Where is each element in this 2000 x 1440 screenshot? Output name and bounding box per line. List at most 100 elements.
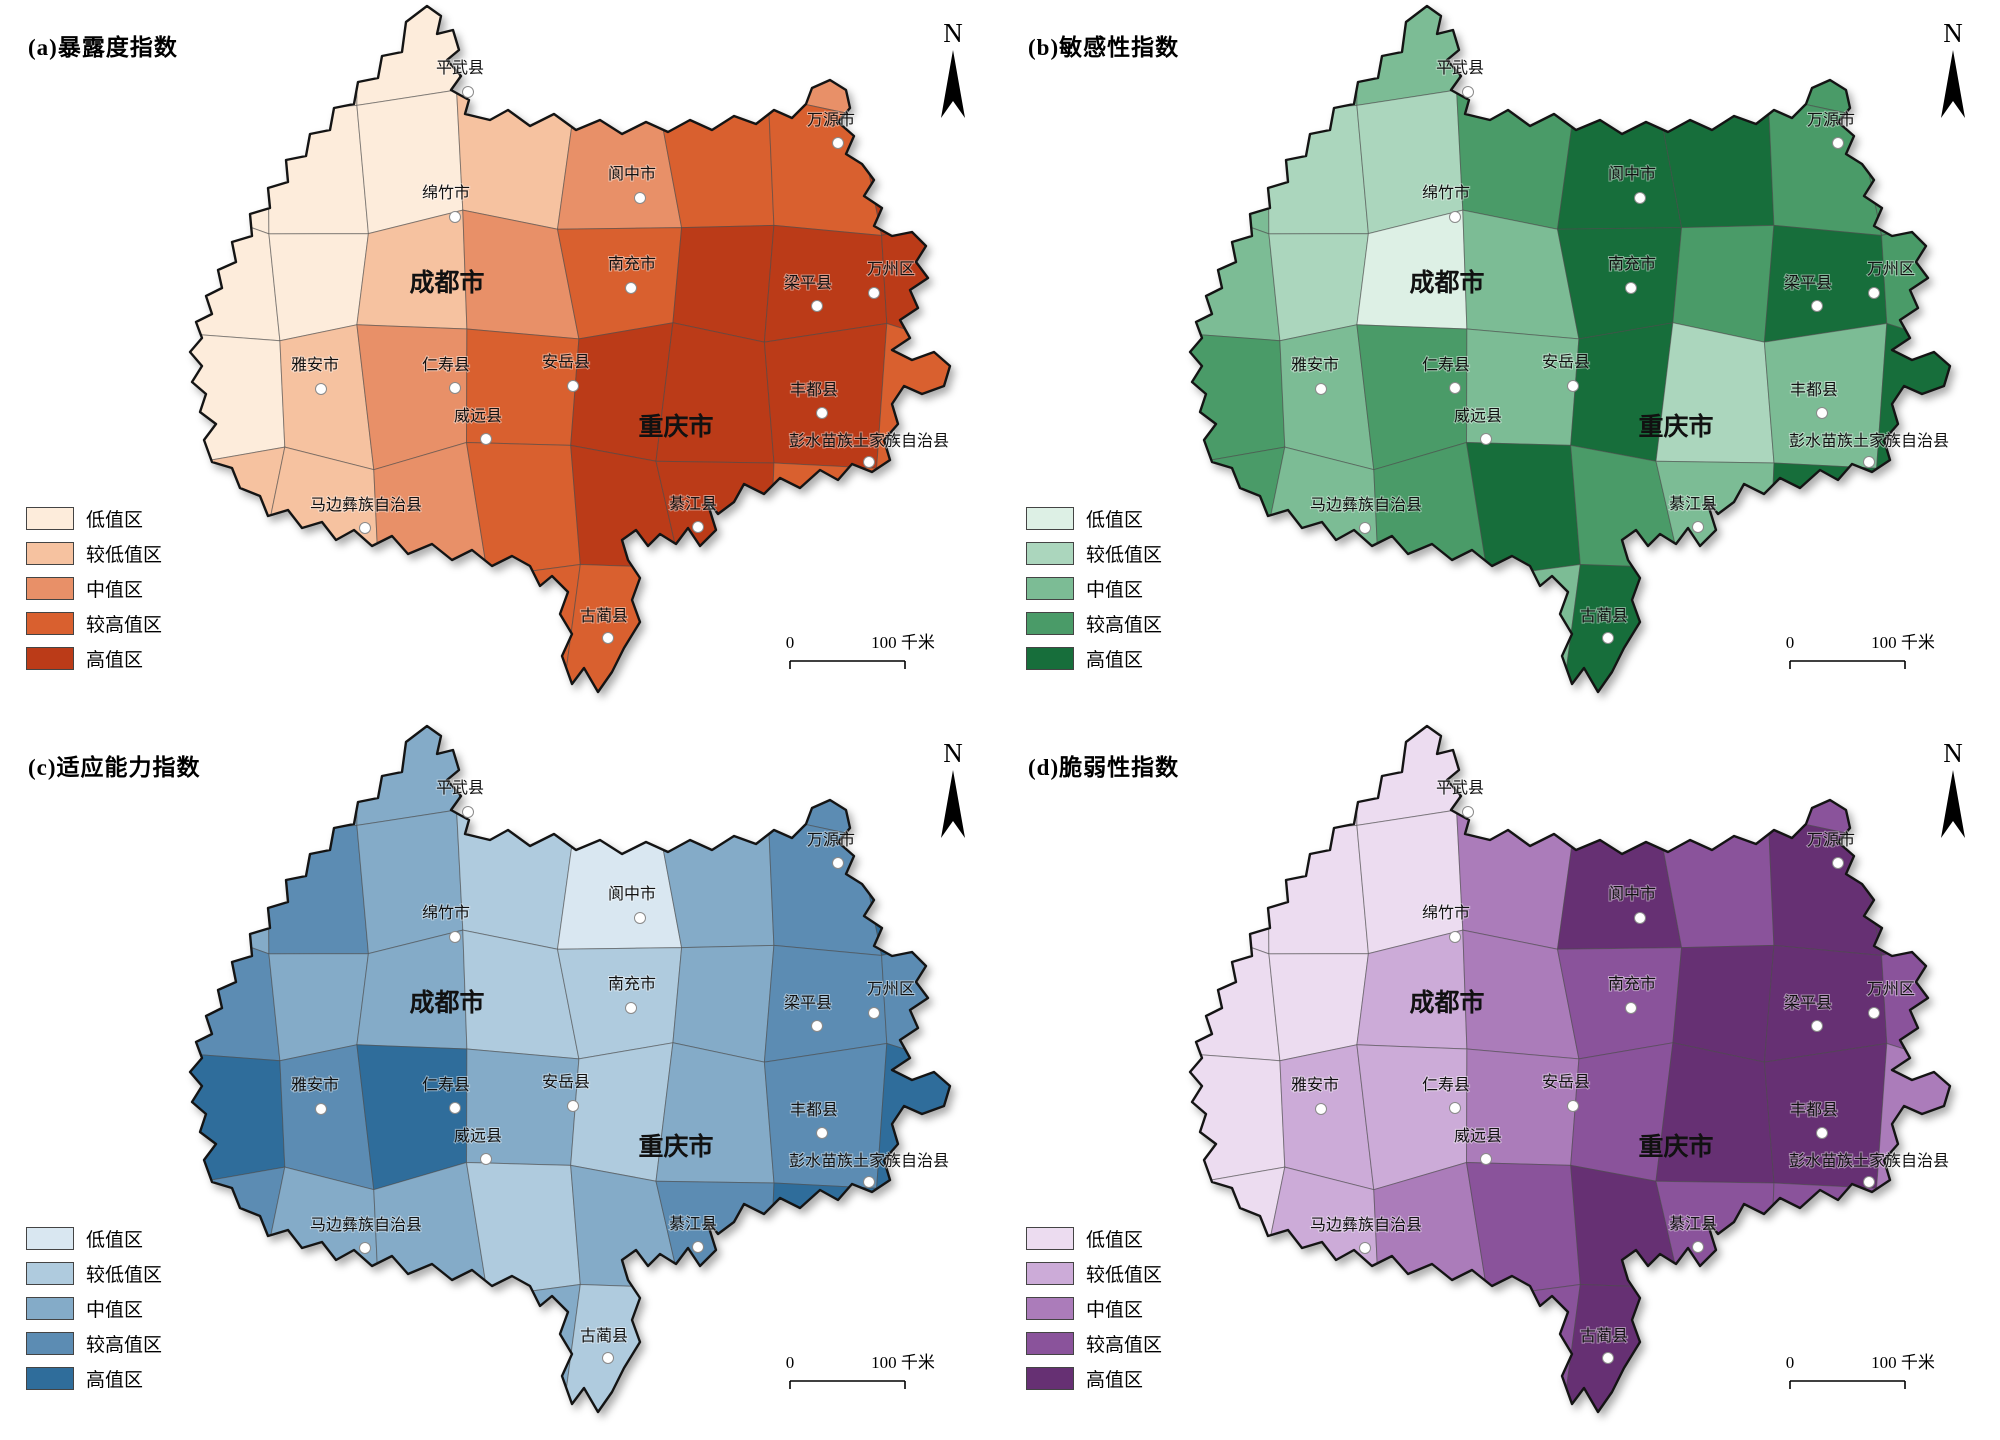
county-cell xyxy=(1758,577,1884,692)
map-legend: 低值区较低值区中值区较高值区高值区 xyxy=(26,505,162,672)
north-arrow: N xyxy=(1941,738,1965,838)
city-dot xyxy=(315,1103,327,1115)
legend-label: 中值区 xyxy=(86,580,144,601)
county-cell xyxy=(574,6,660,109)
city-label: 平武县 xyxy=(436,59,484,77)
city-label: 成都市 xyxy=(1409,268,1484,297)
city-dot xyxy=(1634,912,1646,924)
city-label: 万源市 xyxy=(1807,111,1855,129)
north-arrow: N xyxy=(1941,18,1965,118)
city-dot xyxy=(1863,1176,1875,1188)
county-cell xyxy=(563,563,682,692)
county-cell xyxy=(190,109,270,235)
county-cell xyxy=(656,6,776,109)
county-cell xyxy=(1377,570,1489,692)
city-dot xyxy=(1832,857,1844,869)
city-dot xyxy=(462,806,474,818)
county-cell xyxy=(1672,944,1775,1063)
city-label: 万州区 xyxy=(1867,981,1915,998)
city-label: 雅安市 xyxy=(291,1076,339,1094)
scale-end: 100 千米 xyxy=(871,633,935,652)
legend-swatch xyxy=(1026,612,1074,635)
city-label: 绵竹市 xyxy=(1422,904,1470,922)
legend-swatch xyxy=(26,1332,74,1355)
city-dot xyxy=(315,383,327,395)
city-label: 平武县 xyxy=(1436,59,1484,77)
city-label: 重庆市 xyxy=(638,412,713,441)
county-cell xyxy=(856,726,950,837)
city-dot xyxy=(1602,1352,1614,1364)
scale-end: 100 千米 xyxy=(1871,1353,1935,1372)
city-label: 万州区 xyxy=(1867,261,1915,278)
county-cell xyxy=(1267,824,1369,955)
county-cell xyxy=(1190,109,1270,235)
city-label: 仁寿县 xyxy=(422,356,470,374)
county-cell xyxy=(1767,726,1876,837)
city-label: 万州区 xyxy=(867,261,915,278)
county-cell xyxy=(1190,726,1270,833)
county-cell xyxy=(1563,563,1682,692)
legend-swatch xyxy=(26,1262,74,1285)
city-dot xyxy=(1359,522,1371,534)
panel-exposure: (a)暴露度指数 平武县 万源市 绵竹市 阆中市 南充市 梁平县 万州区 成都市 雅安市 仁寿县 安… xyxy=(0,0,1000,720)
legend-row: 中值区 xyxy=(1026,575,1162,602)
county-cell xyxy=(767,726,876,837)
legend-swatch xyxy=(26,1297,74,1320)
city-dot xyxy=(1868,1007,1880,1019)
city-label: 綦江县 xyxy=(669,1215,717,1233)
city-label: 彭水苗族土家族自治县 xyxy=(1789,432,1949,450)
city-dot xyxy=(1449,1102,1461,1114)
scale-zero: 0 xyxy=(1786,1353,1795,1372)
county-cell xyxy=(1856,805,1950,957)
county-cell xyxy=(377,570,489,692)
county-cell xyxy=(456,89,577,230)
county-cell xyxy=(1758,1297,1884,1412)
city-label: 綦江县 xyxy=(1669,495,1717,513)
county-cell xyxy=(1556,818,1683,950)
legend-row: 低值区 xyxy=(1026,1225,1162,1252)
county-cell xyxy=(1670,567,1770,692)
county-cell xyxy=(1190,332,1286,469)
county-cell xyxy=(1267,6,1358,113)
legend-label: 较高值区 xyxy=(86,615,163,636)
city-dot xyxy=(832,857,844,869)
county-cell xyxy=(670,567,770,692)
county-cell xyxy=(1656,726,1776,829)
city-dot xyxy=(1816,407,1828,419)
county-cell xyxy=(876,1042,950,1194)
city-dot xyxy=(1480,433,1492,445)
legend-label: 高值区 xyxy=(1086,650,1144,671)
county-cell xyxy=(768,1182,878,1316)
city-dot xyxy=(692,521,704,533)
city-label: 绵竹市 xyxy=(422,904,470,922)
legend-swatch xyxy=(1026,647,1074,670)
legend-label: 高值区 xyxy=(86,650,144,671)
city-dot xyxy=(1449,382,1461,394)
city-dot xyxy=(811,1020,823,1032)
legend-label: 低值区 xyxy=(86,510,144,531)
county-cell xyxy=(1574,6,1660,109)
county-cell xyxy=(1672,224,1775,343)
legend-label: 较高值区 xyxy=(86,1335,163,1356)
city-dot xyxy=(359,1242,371,1254)
county-cell xyxy=(1556,947,1683,1060)
city-dot xyxy=(811,300,823,312)
map-legend: 低值区 较低值区 中值区 较高值区 高值区 xyxy=(1026,1225,1162,1392)
city-dot xyxy=(1816,1127,1828,1139)
county-cell xyxy=(190,446,286,586)
city-label: 南充市 xyxy=(608,255,656,273)
county-cell xyxy=(267,824,369,955)
city-dot xyxy=(692,1241,704,1253)
map-legend: 低值区 较低值区 中值区 较高值区 高值区 xyxy=(1026,505,1162,672)
city-label: 成都市 xyxy=(1409,988,1484,1017)
panel-title: (b)敏感性指数 xyxy=(1028,35,1180,60)
city-label: 綦江县 xyxy=(669,495,717,513)
scale-bar: 0 100 千米 xyxy=(786,633,935,669)
city-dot xyxy=(816,1127,828,1139)
county-cell xyxy=(1876,1042,1950,1194)
legend-label: 较低值区 xyxy=(86,545,163,566)
north-letter: N xyxy=(943,18,963,48)
legend-label: 中值区 xyxy=(1086,580,1144,601)
city-label: 绵竹市 xyxy=(1422,184,1470,202)
